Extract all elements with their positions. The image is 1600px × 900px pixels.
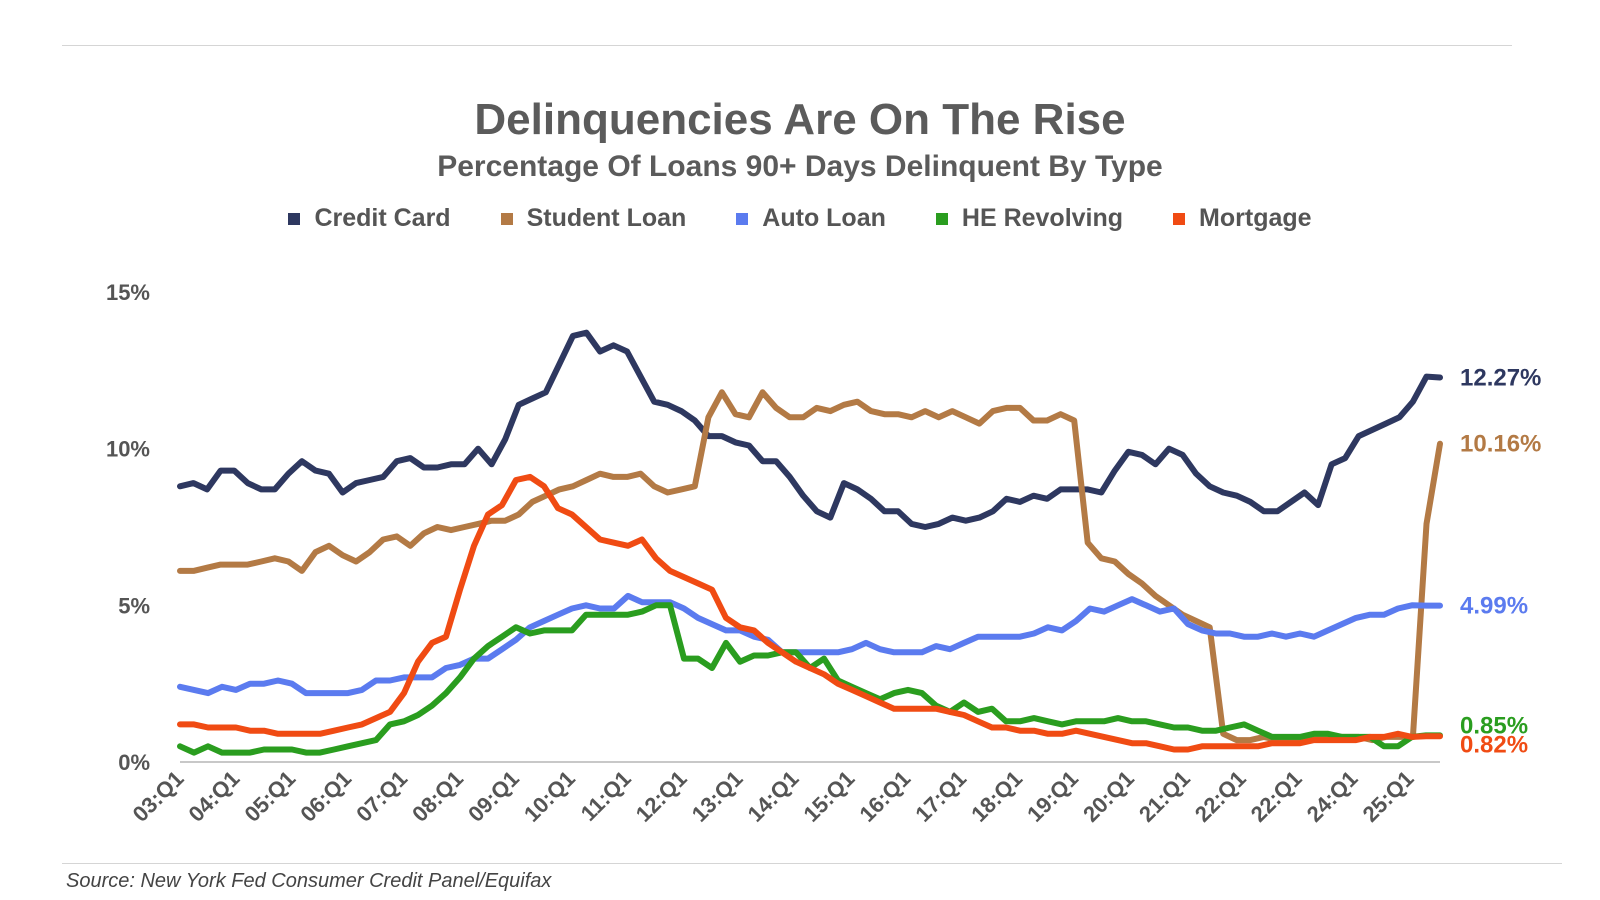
series-line-student-loan	[177, 389, 1443, 744]
y-tick-label: 15%	[106, 280, 150, 305]
legend-label-he-revolving: HE Revolving	[961, 204, 1124, 232]
x-tick-label: 16:Q1	[854, 766, 915, 827]
legend-label-credit-card: Credit Card	[314, 204, 451, 232]
x-tick-label: 18:Q1	[966, 766, 1027, 827]
x-tick-label: 05:Q1	[239, 766, 300, 827]
x-tick-label: 20:Q1	[1078, 766, 1139, 827]
x-tick-label: 19:Q1	[1022, 766, 1083, 827]
legend-item-mortgage: Mortgage	[1173, 204, 1312, 233]
y-tick-label: 10%	[106, 437, 150, 462]
x-tick-label: 10:Q1	[519, 766, 580, 827]
chart-subtitle: Percentage Of Loans 90+ Days Delinquent …	[437, 150, 1163, 183]
series-line-mortgage	[177, 473, 1443, 753]
end-value-label-credit-card: 12.27%	[1460, 365, 1541, 392]
legend-label-auto-loan: Auto Loan	[762, 204, 886, 232]
end-value-label-he-revolving: 0.85%	[1460, 712, 1528, 739]
x-tick-label: 22:Q1	[1246, 766, 1307, 827]
x-tick-label: 14:Q1	[743, 766, 804, 827]
legend-swatch-student-loan	[500, 212, 513, 225]
y-tick-label: 5%	[118, 593, 150, 618]
x-tick-label: 06:Q1	[295, 766, 356, 827]
legend-swatch-he-revolving	[935, 212, 948, 225]
x-tick-label: 04:Q1	[184, 766, 245, 827]
x-tick-label: 22:Q1	[1190, 766, 1251, 827]
legend: Credit Card Student Loan Auto Loan HE Re…	[0, 204, 1600, 233]
series-line-auto-loan	[177, 592, 1443, 697]
y-tick-label: 0%	[118, 750, 150, 775]
x-tick-label: 15:Q1	[799, 766, 860, 827]
x-tick-label: 08:Q1	[407, 766, 468, 827]
x-tick-label: 17:Q1	[910, 766, 971, 827]
chart-title: Delinquencies Are On The Rise	[474, 95, 1126, 144]
x-tick-label: 12:Q1	[631, 766, 692, 827]
legend-label-mortgage: Mortgage	[1199, 204, 1312, 232]
legend-item-credit-card: Credit Card	[288, 204, 451, 233]
legend-swatch-credit-card	[288, 212, 301, 225]
source-note: Source: New York Fed Consumer Credit Pan…	[66, 870, 552, 892]
series-line-credit-card	[177, 329, 1443, 530]
end-value-label-mortgage: 0.82%	[1460, 731, 1528, 758]
end-value-label-auto-loan: 4.99%	[1460, 593, 1528, 620]
legend-swatch-mortgage	[1173, 212, 1186, 225]
legend-item-auto-loan: Auto Loan	[736, 204, 886, 233]
x-tick-label: 07:Q1	[351, 766, 412, 827]
x-tick-label: 11:Q1	[576, 766, 636, 826]
x-tick-label: 21:Q1	[1134, 766, 1195, 827]
x-tick-label: 25:Q1	[1358, 766, 1419, 827]
legend-swatch-auto-loan	[736, 212, 749, 225]
legend-label-student-loan: Student Loan	[526, 204, 687, 232]
series-line-he-revolving	[177, 602, 1443, 756]
end-value-label-student-loan: 10.16%	[1460, 431, 1541, 458]
bottom-divider	[62, 863, 1562, 864]
top-divider	[62, 45, 1512, 46]
x-tick-label: 24:Q1	[1302, 766, 1363, 827]
legend-item-he-revolving: HE Revolving	[935, 204, 1124, 233]
legend-item-student-loan: Student Loan	[500, 204, 687, 233]
x-tick-label: 13:Q1	[687, 766, 748, 827]
x-tick-label: 09:Q1	[463, 766, 524, 827]
